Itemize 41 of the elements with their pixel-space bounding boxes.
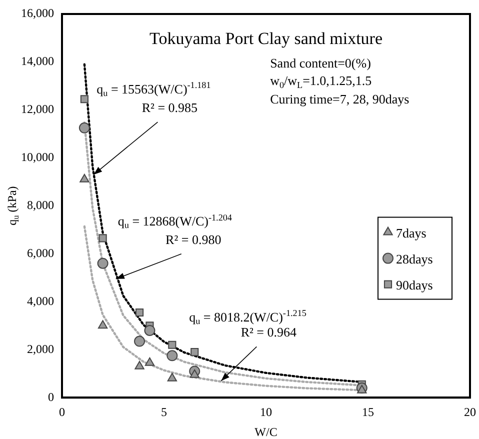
legend-label: 90days — [396, 277, 433, 292]
legend-label: 7days — [396, 225, 426, 240]
x-tick-label: 20 — [464, 404, 476, 419]
y-tick-label: 8,000 — [27, 198, 54, 212]
y-tick-label: 14,000 — [21, 54, 54, 68]
y-tick-label: 6,000 — [27, 246, 54, 260]
point — [80, 174, 90, 182]
x-tick-label: 5 — [161, 404, 167, 419]
annotation: Sand content=0(%) — [270, 56, 371, 71]
y-tick-label: 2,000 — [27, 342, 54, 356]
point — [78, 122, 90, 134]
point — [190, 348, 199, 356]
point — [98, 320, 108, 329]
point — [97, 258, 108, 269]
point — [134, 336, 146, 347]
legend-label: 28days — [396, 251, 433, 266]
annotation: Curing time=7, 28, 90days — [270, 92, 410, 107]
annotation: R² = 0.964 — [240, 324, 297, 340]
x-tick-label: 0 — [59, 404, 65, 419]
point — [134, 360, 144, 370]
point — [168, 340, 176, 349]
annotation: R² = 0.985 — [142, 100, 198, 116]
y-tick-label: 12,000 — [21, 102, 54, 116]
x-tick-label: 15 — [362, 404, 374, 419]
y-axis-title: qu (kPa) — [5, 186, 20, 226]
y-tick-label: 4,000 — [27, 294, 54, 308]
x-axis-title: W/C — [254, 425, 278, 439]
y-tick-label: 16,000 — [21, 6, 54, 20]
point — [135, 308, 144, 317]
point — [167, 372, 177, 382]
text: Tokuyama Port Clay sand mixture — [150, 29, 383, 48]
y-tick-label: 0 — [48, 390, 54, 404]
point — [166, 350, 178, 362]
point — [144, 357, 155, 366]
point — [144, 324, 156, 336]
point — [98, 234, 107, 242]
point — [190, 369, 200, 378]
x-tick-label: 10 — [260, 404, 272, 419]
y-tick-label: 10,000 — [21, 150, 54, 164]
annotation: R² = 0.980 — [166, 232, 222, 247]
point — [80, 95, 88, 104]
